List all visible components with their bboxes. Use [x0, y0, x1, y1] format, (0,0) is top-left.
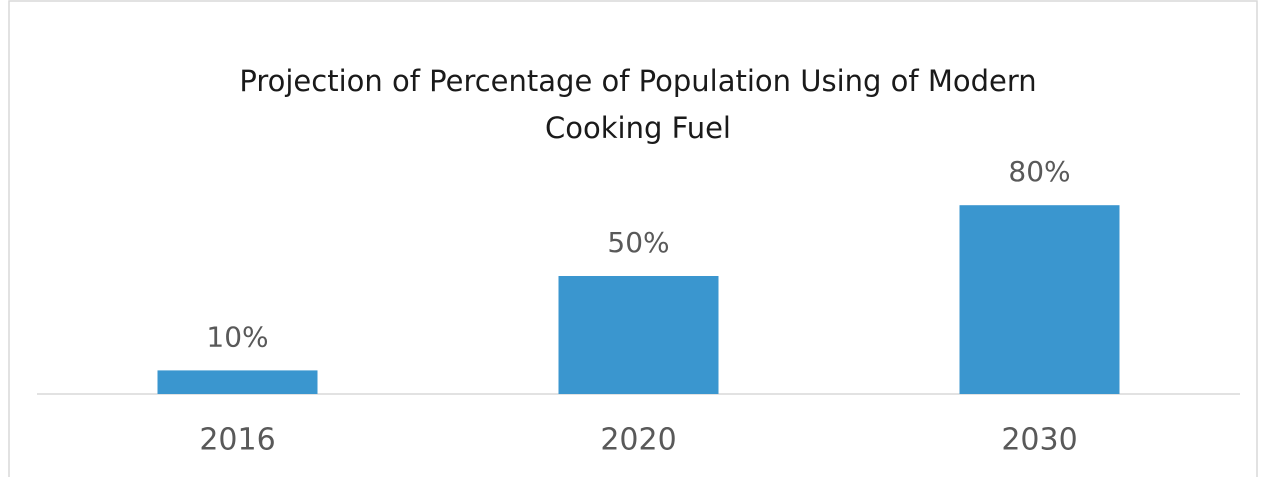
value-label: 10%: [206, 320, 268, 353]
bar: [558, 276, 719, 394]
bar: [959, 205, 1120, 394]
value-label: 80%: [1008, 155, 1070, 188]
x-tick-label: 2030: [1001, 423, 1077, 458]
x-tick-label: 2020: [600, 423, 676, 458]
chart-title: Projection of Percentage of Population U…: [239, 64, 1037, 145]
x-tick-label: 2016: [199, 423, 275, 458]
chart-frame: [8, 0, 1258, 477]
bar: [157, 370, 318, 394]
value-label: 50%: [607, 226, 669, 259]
